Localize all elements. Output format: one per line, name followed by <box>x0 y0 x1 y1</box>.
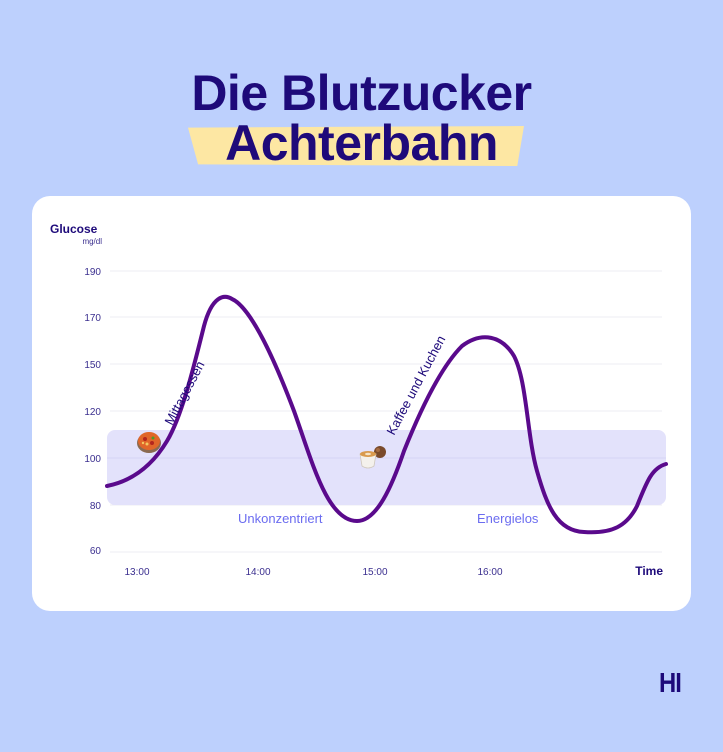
pizza-icon <box>137 432 161 453</box>
state-label-unkonzentriert: Unkonzentriert <box>238 511 323 526</box>
y-axis-title: Glucose <box>50 222 98 236</box>
svg-text:13:00: 13:00 <box>124 567 149 578</box>
svg-text:120: 120 <box>84 407 101 418</box>
svg-text:15:00: 15:00 <box>362 567 387 578</box>
svg-text:14:00: 14:00 <box>245 567 270 578</box>
x-axis-title: Time <box>635 564 663 578</box>
svg-text:190: 190 <box>84 267 101 278</box>
svg-text:170: 170 <box>84 313 101 324</box>
svg-text:80: 80 <box>90 501 102 512</box>
state-label-energielos: Energielos <box>477 511 539 526</box>
svg-text:60: 60 <box>90 546 102 557</box>
svg-text:16:00: 16:00 <box>477 567 502 578</box>
coffee-cake-icon <box>359 446 386 469</box>
y-axis-ticks: 190 170 150 120 100 80 60 <box>84 267 101 557</box>
x-axis-ticks: 13:00 14:00 15:00 16:00 <box>124 567 502 578</box>
title-highlight <box>188 126 524 166</box>
annotation-mittagessen: Mittagessen <box>161 358 207 427</box>
page-title-line2: Achterbahn <box>225 115 498 171</box>
target-range-band <box>107 430 666 505</box>
y-axis-unit: mg/dl <box>82 237 102 246</box>
gridlines <box>110 270 662 553</box>
page-title-line1: Die Blutzucker <box>191 65 532 121</box>
brand-logo: HI <box>658 667 682 698</box>
glucose-chart: Glucose mg/dl 190 170 150 120 100 80 60 <box>50 222 668 578</box>
svg-text:100: 100 <box>84 454 101 465</box>
chart-card: Glucose mg/dl 190 170 150 120 100 80 60 <box>32 196 691 611</box>
svg-text:150: 150 <box>84 360 101 371</box>
glucose-curve <box>105 294 668 535</box>
